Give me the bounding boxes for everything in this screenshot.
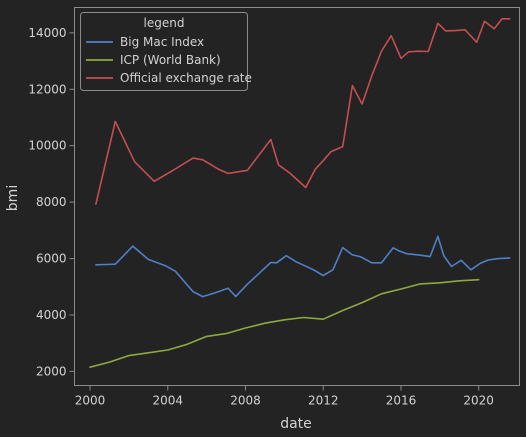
x-tick-label: 2000 <box>75 394 106 408</box>
legend-title: legend <box>144 16 185 30</box>
x-axis-label: date <box>280 416 312 432</box>
x-axis-ticks: 2000 2004 2008 2012 2016 2020 <box>75 385 494 408</box>
y-axis-label: bmi <box>5 185 21 211</box>
x-tick-label: 2008 <box>230 394 261 408</box>
y-tick-label: 8000 <box>36 195 67 209</box>
y-tick-label: 6000 <box>36 252 67 266</box>
x-tick-label: 2012 <box>308 394 339 408</box>
y-axis-ticks: 2000 4000 6000 8000 10000 12000 14000 <box>28 26 75 378</box>
legend-label-0: Big Mac Index <box>120 35 204 49</box>
series-line-2 <box>95 17 511 205</box>
series-line-1 <box>89 278 480 369</box>
legend-entries: Big Mac Index ICP (World Bank) Official ex… <box>86 35 252 85</box>
y-tick-label: 4000 <box>36 308 67 322</box>
x-tick-label: 2016 <box>386 394 417 408</box>
y-tick-label: 10000 <box>28 139 66 153</box>
y-tick-label: 14000 <box>28 26 66 40</box>
x-tick-label: 2004 <box>153 394 184 408</box>
y-tick-label: 2000 <box>36 364 67 378</box>
legend-box <box>80 12 248 91</box>
series-lines <box>89 17 511 369</box>
plot-area <box>74 7 520 386</box>
x-tick-label: 2020 <box>463 394 494 408</box>
y-tick-label: 12000 <box>28 82 66 96</box>
legend: legend Big Mac Index ICP (World Bank) Offi… <box>80 12 252 91</box>
series-line-0 <box>95 235 511 298</box>
legend-label-1: ICP (World Bank) <box>120 53 221 67</box>
legend-label-2: Official exchange rate <box>120 71 252 85</box>
